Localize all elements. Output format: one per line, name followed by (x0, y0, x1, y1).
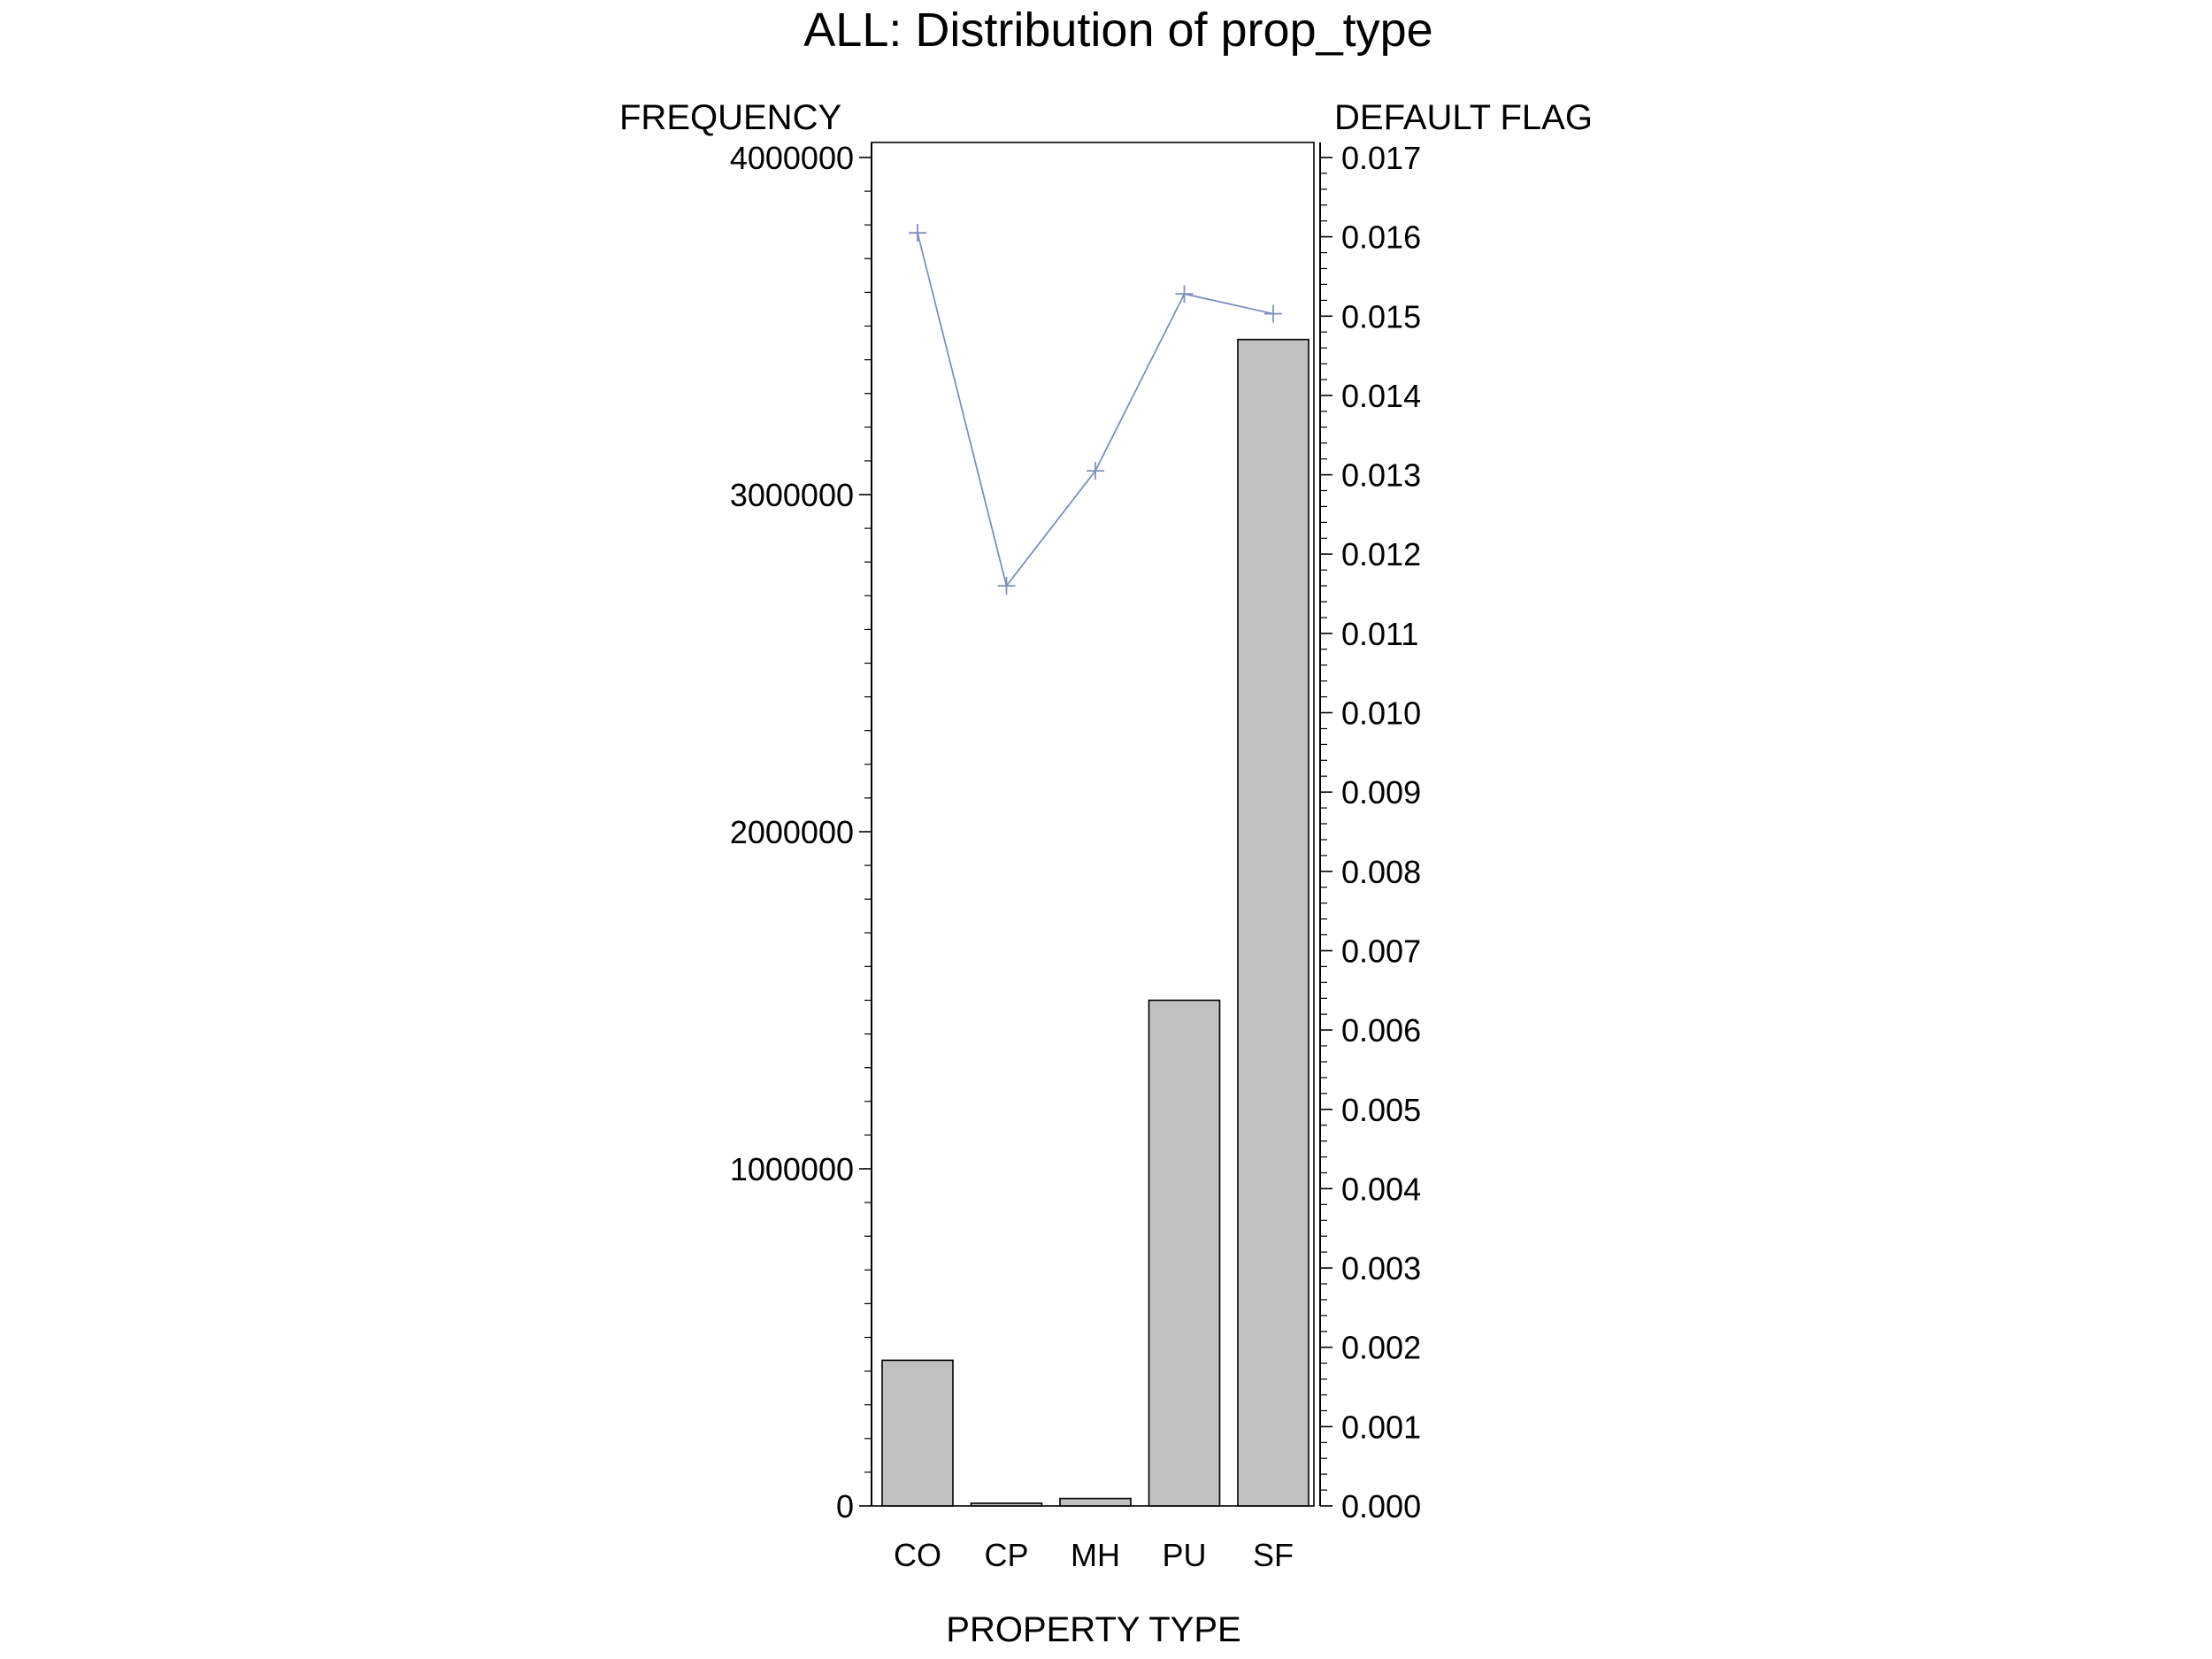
y2-tick-label: 0.010 (1341, 695, 1421, 732)
bar-pu (1148, 999, 1221, 1507)
y2-tick-label: 0.009 (1341, 774, 1421, 810)
y-axis: 0 1000000 2000000 3000000 4000000 (730, 140, 872, 1525)
y2-tick-label: 0.003 (1341, 1250, 1421, 1286)
y2-tick-label: 0.001 (1341, 1409, 1421, 1445)
y-tick-label: 2000000 (730, 814, 854, 850)
y2-tick-label: 0.005 (1341, 1092, 1421, 1128)
x-tick-label: SF (1253, 1537, 1294, 1573)
y2-tick-label: 0.004 (1341, 1171, 1421, 1207)
y2-tick-label: 0.012 (1341, 536, 1421, 572)
x-axis: CO CP MH PU SF (894, 1537, 1294, 1573)
y-tick-label: 0 (836, 1488, 854, 1525)
bar-cp (970, 1502, 1043, 1507)
y-tick-label: 1000000 (730, 1151, 854, 1187)
y2-tick-label: 0.015 (1341, 298, 1421, 334)
y-tick-label: 4000000 (730, 140, 854, 176)
y2-tick-label: 0.013 (1341, 457, 1421, 494)
default-rate-marker-co (909, 224, 926, 242)
bar-sf (1237, 338, 1310, 1507)
x-tick-label: CO (894, 1537, 941, 1573)
y2-tick-label: 0.014 (1341, 378, 1421, 414)
default-rate-marker-sf (1264, 304, 1282, 323)
bar-co (881, 1359, 954, 1507)
default-rate-marker-cp (997, 577, 1016, 595)
y2-tick-label: 0.017 (1341, 140, 1421, 176)
x-tick-label: PU (1162, 1537, 1206, 1573)
default-rate-line-layer (909, 224, 1282, 595)
y2-tick-label: 0.006 (1341, 1012, 1421, 1048)
y2-axis-title: DEFAULT FLAG (1334, 98, 1593, 137)
x-tick-label: MH (1071, 1537, 1120, 1573)
default-rate-marker-mh (1087, 462, 1104, 480)
bars-layer (881, 338, 1310, 1507)
default-rate-line (917, 232, 1274, 588)
x-tick-label: CP (984, 1537, 1028, 1573)
y-axis-title: FREQUENCY (619, 98, 841, 137)
y2-axis: 0.000 0.001 0.002 0.003 0.004 0.005 0.006 0.007… (1319, 140, 1421, 1525)
y2-tick-label: 0.000 (1341, 1488, 1421, 1525)
y-tick-label: 3000000 (730, 477, 854, 513)
y2-tick-label: 0.011 (1341, 616, 1418, 652)
y2-tick-label: 0.008 (1341, 854, 1421, 890)
default-rate-marker-pu (1175, 285, 1194, 303)
bar-mh (1059, 1497, 1132, 1507)
y2-tick-label: 0.007 (1341, 933, 1421, 970)
y2-tick-label: 0.002 (1341, 1330, 1421, 1366)
x-axis-title: PROPERTY TYPE (946, 1610, 1240, 1649)
chart-title: ALL: Distribution of prop_type (803, 4, 1432, 57)
y2-tick-label: 0.016 (1341, 219, 1421, 256)
